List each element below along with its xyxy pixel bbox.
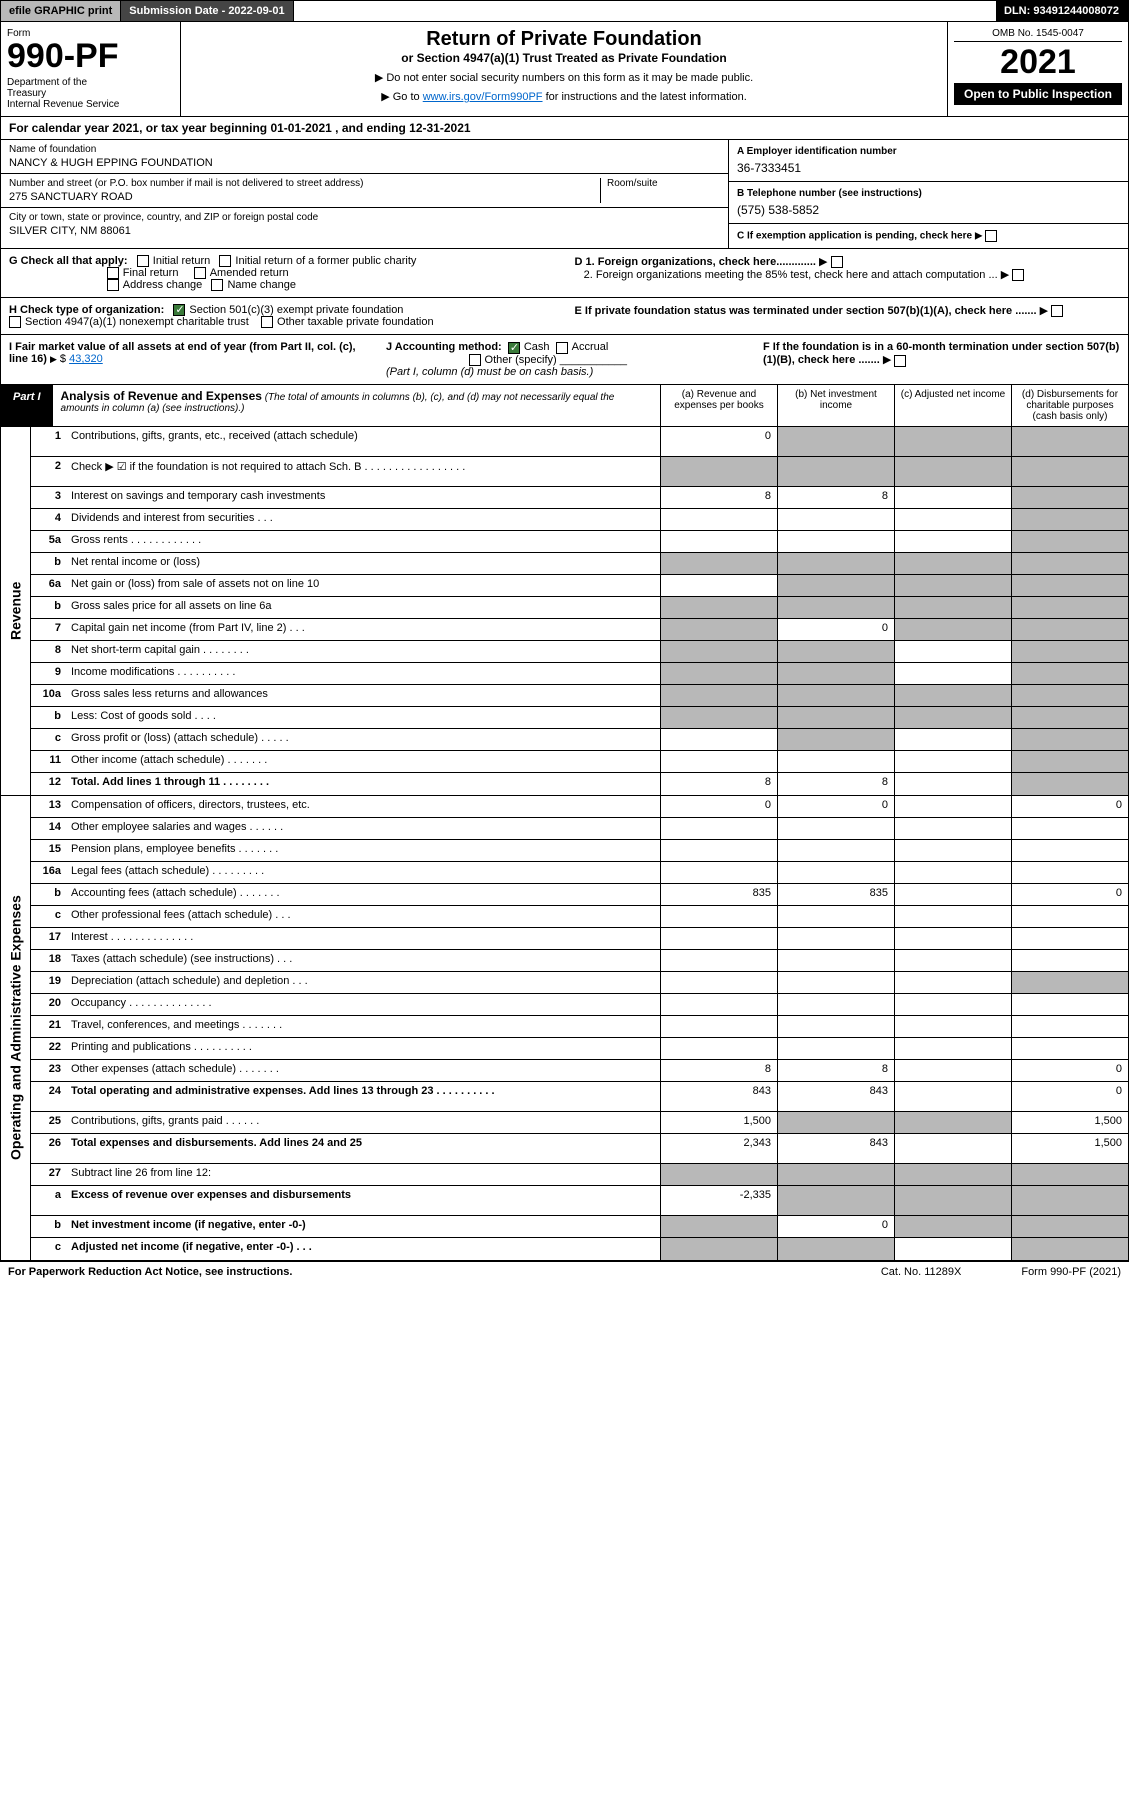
cb-d1[interactable] xyxy=(831,256,843,268)
address: 275 SANCTUARY ROAD xyxy=(9,191,600,203)
cb-accrual[interactable] xyxy=(556,342,568,354)
efile-print-button[interactable]: efile GRAPHIC print xyxy=(1,1,121,21)
j-note: (Part I, column (d) must be on cash basi… xyxy=(386,366,593,378)
form-subtitle: or Section 4947(a)(1) Trust Treated as P… xyxy=(191,51,937,65)
cb-final[interactable] xyxy=(107,267,119,279)
i-label: I Fair market value of all assets at end… xyxy=(9,341,356,365)
phone-label: B Telephone number (see instructions) xyxy=(737,188,922,199)
paperwork-notice: For Paperwork Reduction Act Notice, see … xyxy=(8,1266,292,1278)
city-label: City or town, state or province, country… xyxy=(9,212,720,223)
part1-title: Analysis of Revenue and Expenses xyxy=(61,389,262,403)
room-label: Room/suite xyxy=(607,178,720,189)
section-h: H Check type of organization: Section 50… xyxy=(0,298,1129,335)
form-header: Form 990-PF Department of theTreasuryInt… xyxy=(0,22,1129,117)
cb-name[interactable] xyxy=(211,279,223,291)
omb-number: OMB No. 1545-0047 xyxy=(954,28,1122,42)
department: Department of theTreasuryInternal Revenu… xyxy=(7,77,174,110)
tax-year: 2021 xyxy=(954,42,1122,83)
cb-other-acct[interactable] xyxy=(469,354,481,366)
irs-link[interactable]: www.irs.gov/Form990PF xyxy=(423,91,543,103)
city: SILVER CITY, NM 88061 xyxy=(9,225,720,237)
submission-date: Submission Date - 2022-09-01 xyxy=(121,1,293,21)
e-label: E If private foundation status was termi… xyxy=(575,305,1037,317)
expenses-side: Operating and Administrative Expenses xyxy=(1,796,31,1260)
expenses-table: Operating and Administrative Expenses 13… xyxy=(0,796,1129,1261)
note-ssn: ▶ Do not enter social security numbers o… xyxy=(191,71,937,84)
cb-initial[interactable] xyxy=(137,255,149,267)
form-ref: Form 990-PF (2021) xyxy=(1021,1266,1121,1278)
ein-label: A Employer identification number xyxy=(737,146,897,157)
address-label: Number and street (or P.O. box number if… xyxy=(9,178,600,189)
calendar-year: For calendar year 2021, or tax year begi… xyxy=(0,117,1129,140)
dln: DLN: 93491244008072 xyxy=(996,1,1128,21)
info-block: Name of foundation NANCY & HUGH EPPING F… xyxy=(0,140,1129,249)
f-label: F If the foundation is in a 60-month ter… xyxy=(763,341,1119,366)
section-i-j: I Fair market value of all assets at end… xyxy=(0,335,1129,384)
form-number: 990-PF xyxy=(7,39,174,73)
cb-other-tax[interactable] xyxy=(261,316,273,328)
note-link: ▶ Go to www.irs.gov/Form990PF for instru… xyxy=(191,90,937,103)
phone: (575) 538-5852 xyxy=(737,203,1120,217)
open-public: Open to Public Inspection xyxy=(954,83,1122,105)
cat-number: Cat. No. 11289X xyxy=(881,1266,962,1278)
c-label: C If exemption application is pending, c… xyxy=(737,231,972,242)
cb-e[interactable] xyxy=(1051,305,1063,317)
col-a: (a) Revenue and expenses per books xyxy=(660,385,777,426)
form-title: Return of Private Foundation xyxy=(191,28,937,51)
g-label: G Check all that apply: xyxy=(9,255,128,267)
cb-cash[interactable] xyxy=(508,342,520,354)
cb-initial-public[interactable] xyxy=(219,255,231,267)
d2-label: 2. Foreign organizations meeting the 85%… xyxy=(584,269,998,281)
footer: For Paperwork Reduction Act Notice, see … xyxy=(0,1261,1129,1282)
revenue-side: Revenue xyxy=(1,427,31,795)
col-c: (c) Adjusted net income xyxy=(894,385,1011,426)
cb-address[interactable] xyxy=(107,279,119,291)
part1-header: Part I Analysis of Revenue and Expenses … xyxy=(0,385,1129,427)
cb-4947[interactable] xyxy=(9,316,21,328)
cb-f[interactable] xyxy=(894,355,906,367)
top-bar: efile GRAPHIC print Submission Date - 20… xyxy=(0,0,1129,22)
i-value[interactable]: 43,320 xyxy=(69,353,103,365)
foundation-name: NANCY & HUGH EPPING FOUNDATION xyxy=(9,157,720,169)
col-b: (b) Net investment income xyxy=(777,385,894,426)
col-d: (d) Disbursements for charitable purpose… xyxy=(1011,385,1128,426)
c-checkbox[interactable] xyxy=(985,230,997,242)
ein: 36-7333451 xyxy=(737,161,1120,175)
name-label: Name of foundation xyxy=(9,144,720,155)
part1-label: Part I xyxy=(1,385,53,426)
cb-d2[interactable] xyxy=(1012,269,1024,281)
d1-label: D 1. Foreign organizations, check here..… xyxy=(575,256,816,268)
cb-amended[interactable] xyxy=(194,267,206,279)
revenue-table: Revenue 1Contributions, gifts, grants, e… xyxy=(0,427,1129,796)
section-g-h: G Check all that apply: Initial return I… xyxy=(0,249,1129,298)
j-label: J Accounting method: xyxy=(386,341,502,353)
cb-501c3[interactable] xyxy=(173,304,185,316)
h-label: H Check type of organization: xyxy=(9,304,164,316)
